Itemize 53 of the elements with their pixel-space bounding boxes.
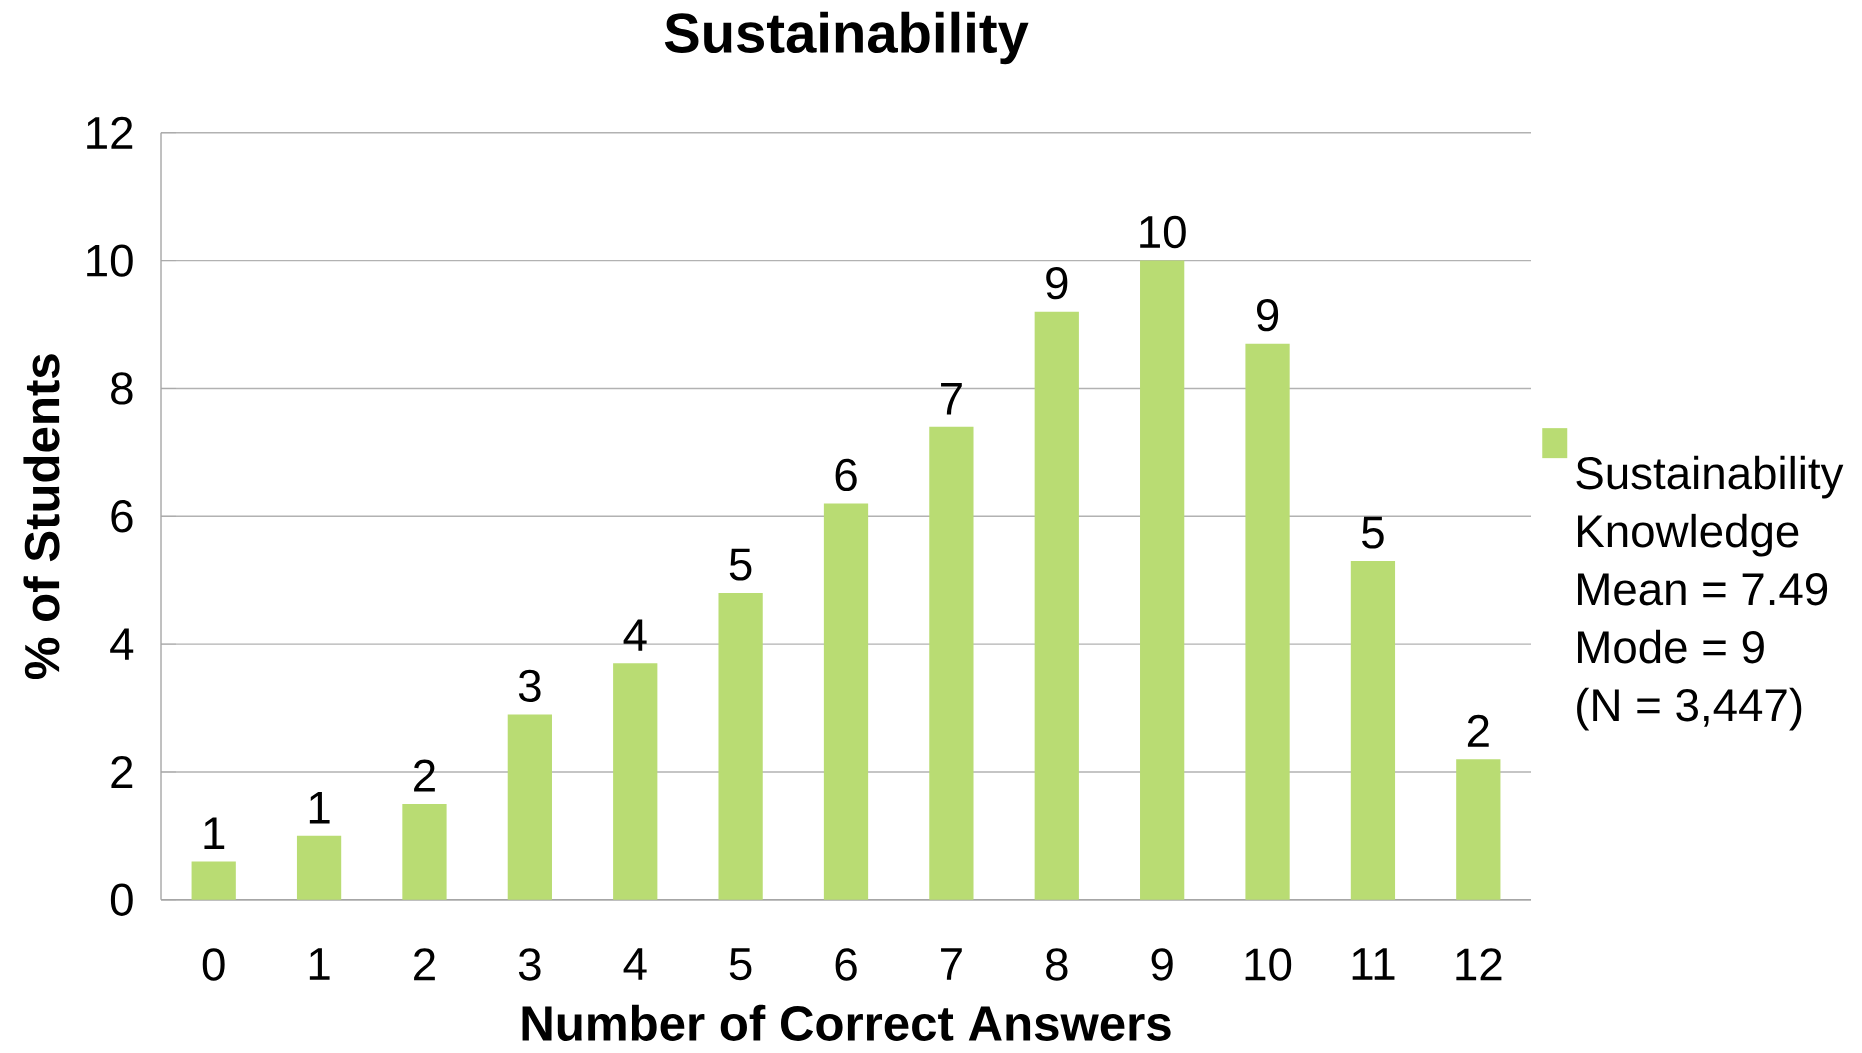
bar (402, 804, 447, 900)
chart-title: Sustainability (664, 11, 1029, 65)
bar (1350, 561, 1396, 900)
bar (1456, 759, 1501, 900)
data-label: 2 (414, 759, 435, 792)
bar (1140, 260, 1185, 900)
x-tick-label: 4 (623, 948, 647, 980)
data-label: 5 (1362, 516, 1384, 549)
data-label: 1 (309, 792, 330, 824)
data-label: 6 (835, 458, 857, 492)
x-tick-label: 12 (1456, 948, 1502, 981)
x-tick-label: 9 (1151, 948, 1173, 981)
text: Mean = 7.49 (1578, 573, 1828, 606)
data-label: 4 (623, 619, 647, 652)
data-label: 1 (204, 817, 225, 850)
text: (N = 3,447) (1577, 688, 1802, 731)
data-label: 10 (1140, 216, 1186, 249)
bar (929, 426, 974, 900)
x-tick-label: 10 (1245, 948, 1292, 981)
x-tick-label: 3 (518, 948, 541, 981)
x-tick-label: 5 (729, 948, 752, 981)
x-axis-title: Number of Correct Answers (522, 1004, 1171, 1042)
x-tick-label: 11 (1352, 948, 1395, 980)
bar (823, 503, 869, 900)
data-label: 9 (1256, 299, 1279, 332)
bar (507, 714, 552, 900)
y-tick-label: 8 (111, 372, 133, 405)
bar (1245, 343, 1290, 900)
data-label: 7 (941, 383, 962, 415)
bar (613, 663, 658, 900)
x-tick-label: 1 (309, 948, 330, 980)
x-tick-label: 0 (202, 948, 225, 981)
text: Mode = 9 (1578, 630, 1764, 664)
x-tick-label: 6 (835, 948, 857, 981)
bar (1034, 311, 1079, 900)
y-axis-title: % of Students (23, 354, 60, 680)
bar (191, 861, 236, 900)
bar (718, 593, 763, 900)
y-tick-label: 10 (87, 244, 133, 277)
x-tick-label: 7 (941, 948, 962, 980)
y-tick-label: 4 (110, 628, 134, 661)
data-label: 3 (518, 669, 541, 703)
bar (296, 836, 342, 900)
data-label: 9 (1046, 267, 1068, 300)
x-tick-label: 8 (1046, 948, 1068, 981)
x-tick-label: 2 (414, 948, 435, 981)
data-label: 2 (1467, 715, 1489, 747)
data-label: 5 (729, 548, 752, 581)
y-tick-label: 12 (87, 117, 133, 149)
legend-label: Sustainability Knowledge (1576, 456, 1844, 557)
y-tick-label: 6 (111, 500, 133, 533)
y-tick-label: 0 (110, 883, 133, 917)
y-tick-label: 2 (111, 756, 133, 789)
